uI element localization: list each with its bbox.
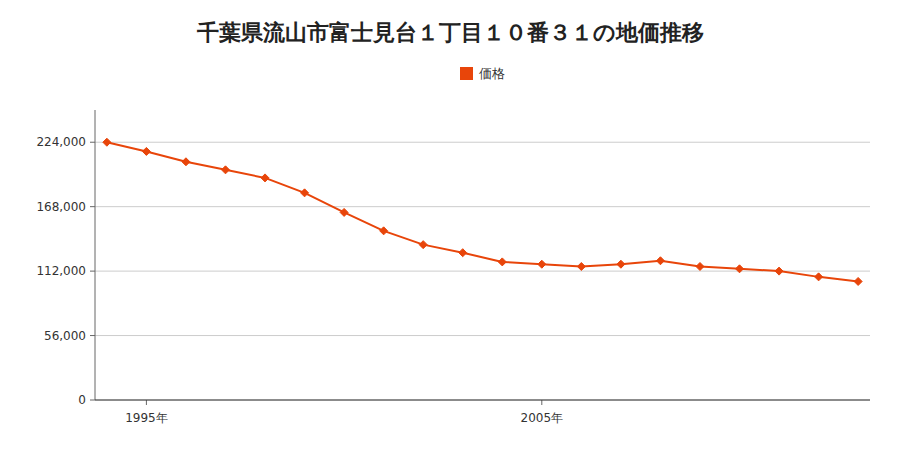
marker [221, 166, 229, 174]
y-axis-line [95, 110, 96, 400]
title: 千葉県流山市富士見台１丁目１０番３１の地価推移 [196, 20, 704, 45]
chart-svg: 千葉県流山市富士見台１丁目１０番３１の地価推移 0 56,000 112,000 168… [0, 0, 900, 450]
x-tick [146, 400, 147, 405]
y-tick-label: 168,000 [36, 200, 86, 214]
marker [380, 227, 388, 235]
background [0, 0, 900, 450]
marker [340, 208, 348, 216]
marker [736, 265, 744, 273]
marker [419, 241, 427, 249]
grid-line [95, 335, 870, 336]
chart-container: 千葉県流山市富士見台１丁目１０番３１の地価推移 0 56,000 112,000 168… [0, 0, 900, 450]
marker [854, 277, 862, 285]
grid-line [95, 271, 870, 272]
x-tick-label: 2005年 [521, 411, 564, 425]
x-tick [541, 400, 542, 405]
legend: 価格 [460, 66, 505, 81]
y-tick [90, 335, 95, 336]
marker [577, 263, 585, 271]
line [107, 142, 858, 281]
y-tick-label: 56,000 [44, 329, 86, 343]
marker [498, 258, 506, 266]
marker [815, 273, 823, 281]
plot-area [103, 138, 862, 285]
x-axis: 1995年 2005年 [95, 400, 870, 425]
marker [617, 260, 625, 268]
marker [656, 257, 664, 265]
marker [182, 158, 190, 166]
y-tick [90, 271, 95, 272]
marker [696, 263, 704, 271]
y-axis: 0 56,000 112,000 168,000 224,000 [36, 110, 870, 407]
x-axis-line [95, 400, 870, 401]
y-tick-label: 224,000 [36, 135, 86, 149]
marker [538, 260, 546, 268]
y-tick [90, 142, 95, 143]
marker [775, 267, 783, 275]
x-tick-label: 1995年 [125, 411, 168, 425]
grid-line [95, 206, 870, 207]
grid-line [95, 142, 870, 143]
y-tick [90, 400, 95, 401]
legend-label: 価格 [479, 66, 505, 81]
legend-swatch [460, 67, 473, 80]
grid-line [95, 400, 870, 401]
legend-item: 価格 [460, 66, 505, 81]
marker [459, 249, 467, 257]
y-tick [90, 206, 95, 207]
marker [142, 147, 150, 155]
y-tick-label: 0 [78, 393, 86, 407]
marker [103, 138, 111, 146]
marker [261, 174, 269, 182]
marker [301, 189, 309, 197]
y-tick-label: 112,000 [36, 264, 86, 278]
